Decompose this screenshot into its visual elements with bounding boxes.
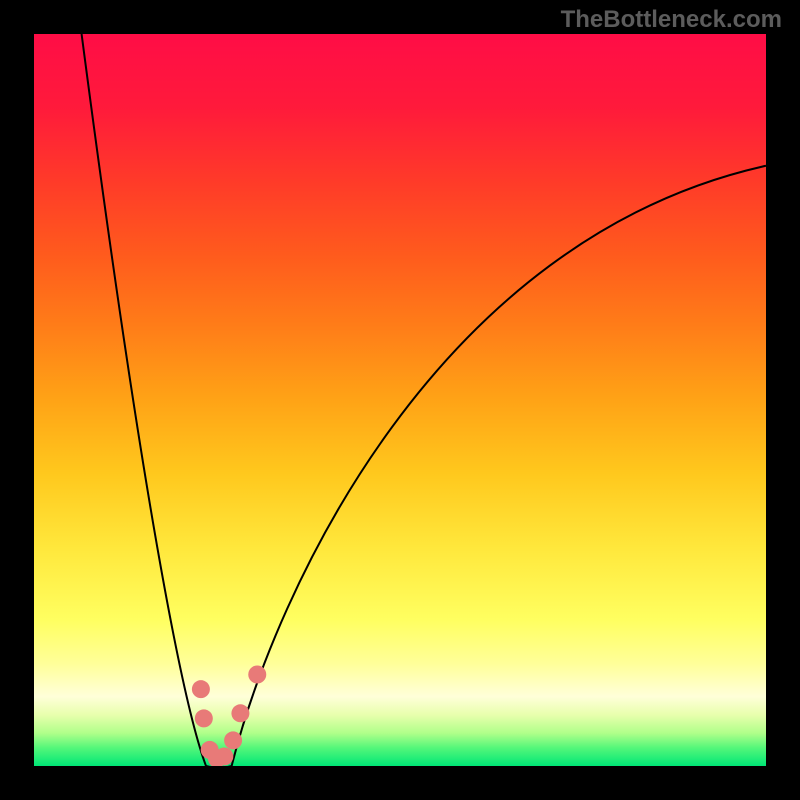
marker-point — [231, 704, 249, 722]
marker-point — [192, 680, 210, 698]
watermark-text: TheBottleneck.com — [561, 6, 782, 34]
chart-container: TheBottleneck.com — [0, 0, 800, 800]
marker-point — [215, 747, 233, 765]
marker-point — [248, 666, 266, 684]
marker-point — [224, 731, 242, 749]
markers-group — [192, 666, 266, 767]
bottleneck-curve — [82, 34, 766, 766]
curve-layer — [34, 34, 766, 766]
marker-point — [195, 709, 213, 727]
plot-area — [34, 34, 766, 766]
